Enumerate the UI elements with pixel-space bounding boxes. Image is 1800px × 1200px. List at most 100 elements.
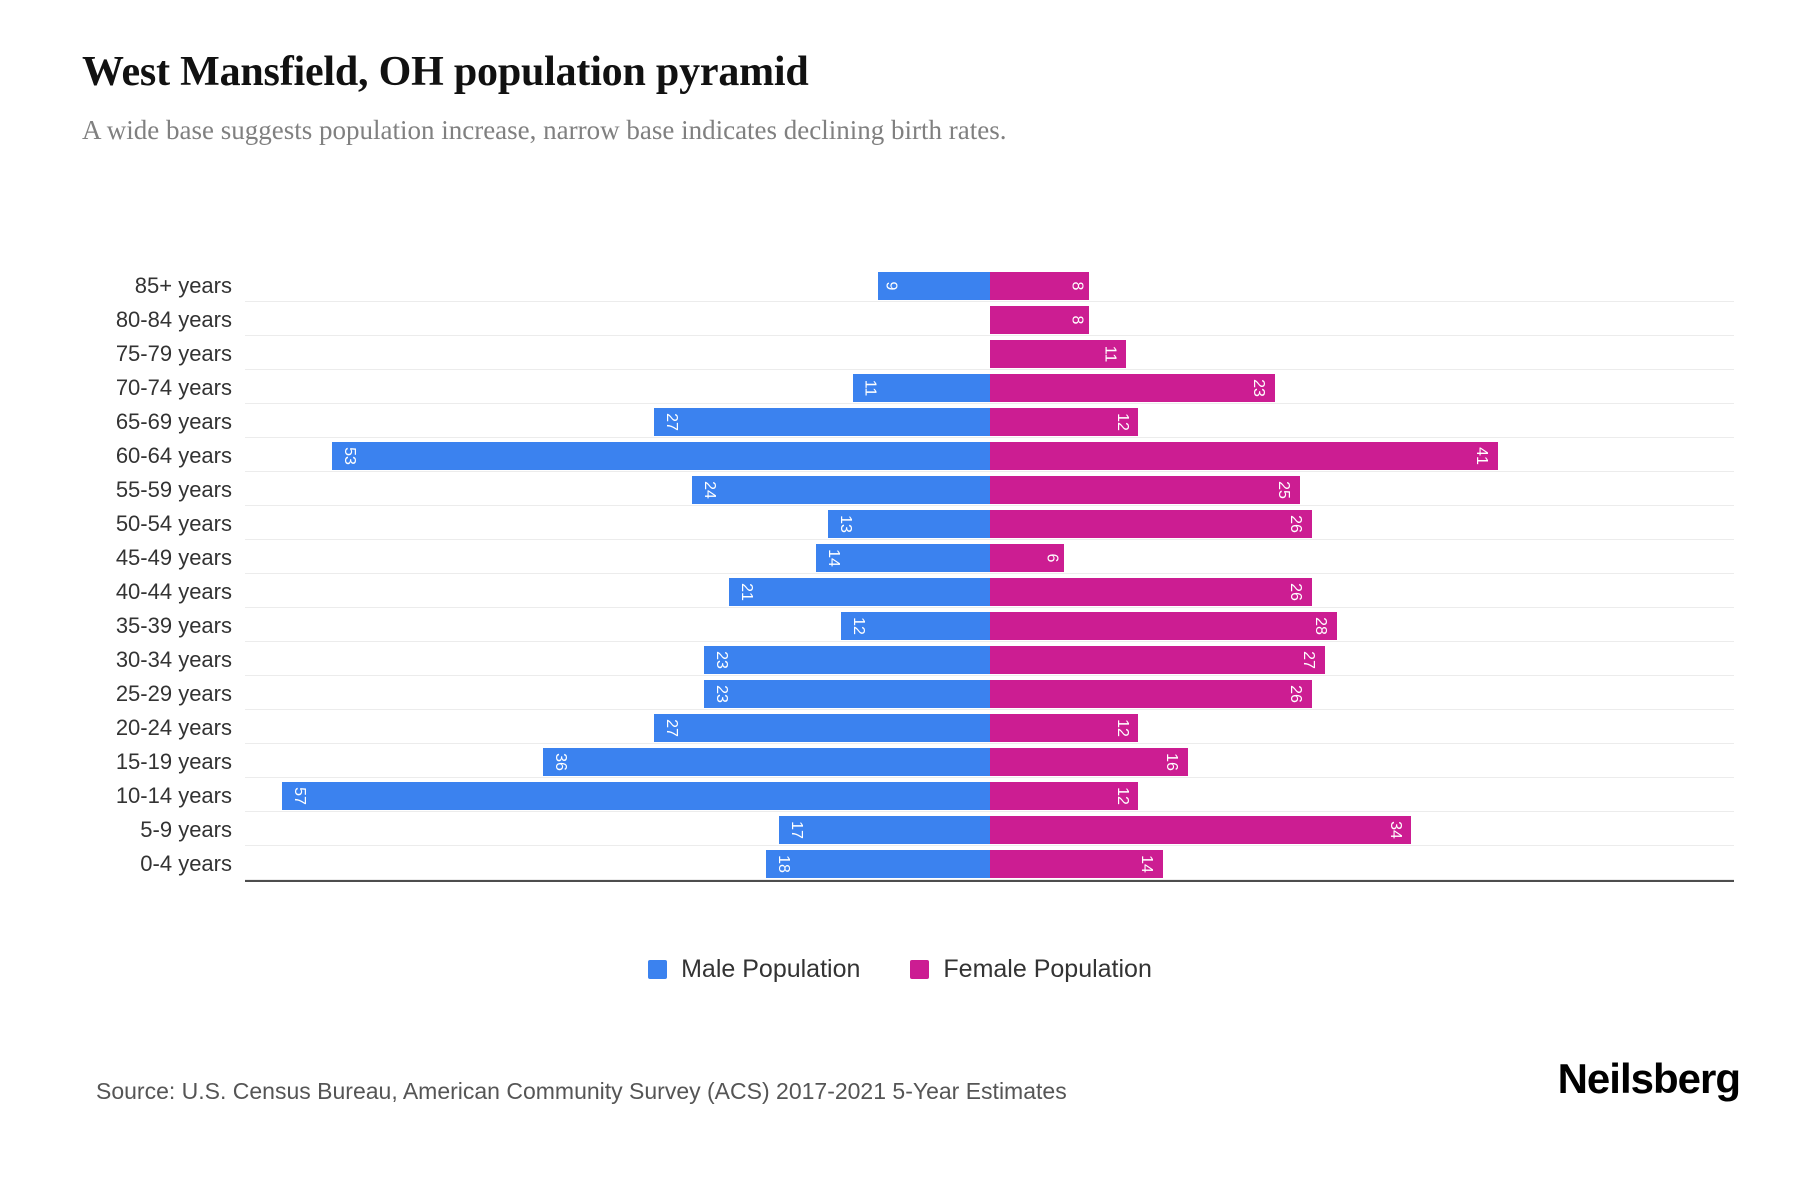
female-bar[interactable]: 34 <box>989 816 1412 844</box>
gridline <box>245 709 1734 710</box>
female-bar[interactable]: 12 <box>989 714 1139 742</box>
chart-row: 36 16 <box>245 744 1734 780</box>
chart-row: 13 26 <box>245 506 1734 542</box>
female-bar[interactable]: 26 <box>989 578 1313 606</box>
chart-row: 57 12 <box>245 778 1734 814</box>
male-bar-value: 11 <box>861 379 879 397</box>
legend-item-male[interactable]: Male Population <box>648 955 860 984</box>
male-bar[interactable]: 27 <box>654 408 990 436</box>
female-color-swatch-icon <box>910 960 930 979</box>
male-bar[interactable]: 57 <box>282 782 990 810</box>
female-bar-value: 14 <box>1138 855 1156 873</box>
female-bar-value: 26 <box>1287 685 1305 703</box>
male-bar[interactable]: 23 <box>704 646 990 674</box>
female-bar[interactable]: 41 <box>989 442 1499 470</box>
y-axis-tick-label: 70-74 years <box>115 375 232 400</box>
y-axis-tick-label: 15-19 years <box>115 749 232 774</box>
male-bar[interactable]: 23 <box>704 680 990 708</box>
gridline <box>245 641 1734 642</box>
male-bar[interactable]: 14 <box>815 544 990 572</box>
y-axis-tick-label: 75-79 years <box>115 341 232 366</box>
gridline <box>245 335 1734 336</box>
male-bar-value: 18 <box>775 855 793 873</box>
plot-area: 85+ years 80-84 years 75-79 years 70-74 yea… <box>82 268 1734 908</box>
chart-row: 12 28 <box>245 608 1734 644</box>
y-axis-labels: 85+ years 80-84 years 75-79 years 70-74 yea… <box>82 268 232 880</box>
y-axis-tick-label: 25-29 years <box>115 681 232 706</box>
female-bar[interactable]: 28 <box>989 612 1337 640</box>
legend-label-female: Female Population <box>943 955 1152 983</box>
female-bar[interactable]: 27 <box>989 646 1325 674</box>
brand-logo: Neilsberg <box>1557 1055 1741 1102</box>
male-bar[interactable]: 21 <box>728 578 990 606</box>
male-bar[interactable]: 36 <box>542 748 990 776</box>
gridline <box>245 879 1734 880</box>
legend-item-female[interactable]: Female Population <box>910 955 1152 984</box>
female-bar-value: 28 <box>1312 617 1330 635</box>
female-bar[interactable]: 8 <box>989 306 1089 334</box>
female-bar[interactable]: 23 <box>989 374 1275 402</box>
chart-row: 18 14 <box>245 846 1734 882</box>
female-bar-value: 12 <box>1113 413 1131 431</box>
y-axis-tick-label: 85+ years <box>134 273 232 298</box>
male-bar[interactable]: 27 <box>654 714 990 742</box>
y-axis-tick-label: 80-84 years <box>115 307 232 332</box>
chart-legend: Male Population Female Population <box>0 955 1800 984</box>
male-bar[interactable]: 11 <box>853 374 990 402</box>
chart-row: 14 6 <box>245 540 1734 576</box>
female-bar[interactable]: 26 <box>989 680 1313 708</box>
gridline <box>245 369 1734 370</box>
y-axis-tick-label: 40-44 years <box>115 579 232 604</box>
male-bar[interactable]: 24 <box>691 476 990 504</box>
gridline <box>245 505 1734 506</box>
male-bar-value: 57 <box>291 787 309 805</box>
male-bar-value: 24 <box>700 481 718 499</box>
female-bar[interactable]: 26 <box>989 510 1313 538</box>
female-bar-value: 23 <box>1249 379 1267 397</box>
male-bar-value: 53 <box>340 447 358 465</box>
male-bar[interactable]: 53 <box>331 442 990 470</box>
female-bar[interactable]: 8 <box>989 272 1089 300</box>
y-axis-tick-label: 65-69 years <box>115 409 232 434</box>
chart-row: 11 23 <box>245 370 1734 406</box>
male-bar[interactable]: 18 <box>766 850 990 878</box>
female-bar-value: 26 <box>1287 583 1305 601</box>
gridline <box>245 437 1734 438</box>
female-bar[interactable]: 14 <box>989 850 1164 878</box>
female-bar[interactable]: 25 <box>989 476 1300 504</box>
male-bar-value: 36 <box>551 753 569 771</box>
chart-row: 23 27 <box>245 642 1734 678</box>
chart-row: 53 41 <box>245 438 1734 474</box>
y-axis-tick-label: 0-4 years <box>140 851 232 876</box>
male-bar-value: 17 <box>787 821 805 839</box>
male-color-swatch-icon <box>648 960 668 979</box>
female-bar[interactable]: 6 <box>989 544 1064 572</box>
female-bar-value: 6 <box>1043 553 1061 563</box>
female-bar-value: 8 <box>1068 281 1086 291</box>
female-bar[interactable]: 11 <box>989 340 1126 368</box>
male-bar-value: 21 <box>737 583 755 601</box>
y-axis-tick-label: 45-49 years <box>115 545 232 570</box>
y-axis-tick-label: 5-9 years <box>140 817 232 842</box>
gridline <box>245 471 1734 472</box>
gridline <box>245 811 1734 812</box>
male-bar-value: 13 <box>837 515 855 533</box>
female-bar-value: 12 <box>1113 719 1131 737</box>
male-bar[interactable]: 9 <box>877 272 990 300</box>
male-bar[interactable]: 12 <box>840 612 990 640</box>
female-bar[interactable]: 16 <box>989 748 1189 776</box>
male-bar[interactable]: 17 <box>778 816 990 844</box>
male-bar[interactable]: 13 <box>828 510 990 538</box>
legend-label-male: Male Population <box>681 955 861 983</box>
page-title: West Mansfield, OH population pyramid <box>82 49 809 95</box>
y-axis-tick-label: 20-24 years <box>115 715 232 740</box>
female-bar[interactable]: 12 <box>989 408 1139 436</box>
female-bar-value: 41 <box>1473 447 1491 465</box>
gridline <box>245 403 1734 404</box>
female-bar[interactable]: 12 <box>989 782 1139 810</box>
gridline <box>245 743 1734 744</box>
chart-row: 8 <box>245 302 1734 338</box>
chart-row: 27 12 <box>245 710 1734 746</box>
